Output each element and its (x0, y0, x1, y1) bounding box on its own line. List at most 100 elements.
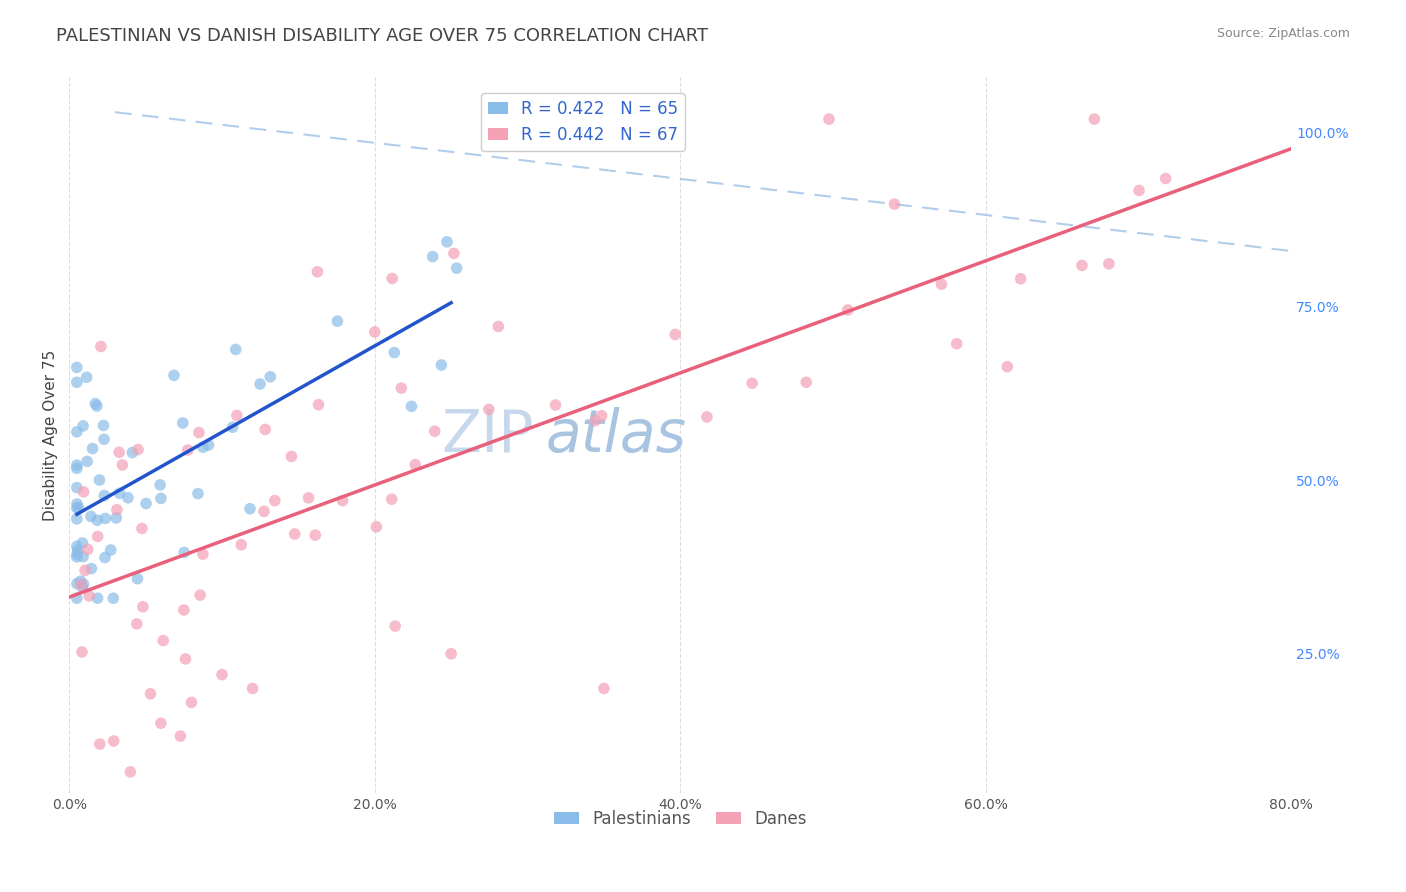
Point (837, 303, 859, 318)
Point (66, 500, 89, 515)
Point (72, 549, 94, 564)
Point (1128, 184, 1150, 198)
Point (84, 396, 107, 410)
Point (382, 345, 405, 359)
Point (93, 418, 115, 433)
Text: atlas: atlas (546, 407, 688, 464)
Point (1010, 271, 1032, 285)
Point (163, 368, 186, 383)
Point (152, 633, 174, 648)
Point (818, 112, 841, 127)
Point (69, 574, 91, 589)
Point (66, 543, 89, 558)
Point (67, 500, 90, 515)
Point (82, 442, 104, 456)
Point (66, 481, 89, 495)
Point (93, 488, 115, 502)
Point (253, 504, 276, 518)
Point (254, 422, 277, 436)
Point (211, 667, 233, 681)
Point (486, 319, 509, 334)
Point (225, 343, 247, 357)
Point (105, 503, 128, 517)
Point (70, 577, 93, 591)
Point (86, 529, 108, 543)
Point (384, 619, 406, 633)
Point (103, 591, 125, 606)
Point (187, 486, 209, 500)
Point (72, 484, 94, 499)
Point (76, 454, 98, 468)
Point (121, 445, 143, 459)
Point (108, 486, 131, 500)
Point (436, 235, 458, 249)
Point (125, 616, 148, 631)
Point (173, 545, 195, 559)
Point (187, 425, 209, 440)
Text: Source: ZipAtlas.com: Source: ZipAtlas.com (1216, 27, 1350, 40)
Point (139, 687, 162, 701)
Point (741, 376, 763, 391)
Point (593, 681, 616, 696)
Point (225, 409, 247, 423)
Point (111, 458, 134, 472)
Point (221, 420, 243, 434)
Point (249, 377, 271, 392)
Point (180, 695, 202, 709)
Point (66, 512, 89, 526)
Point (117, 491, 139, 505)
Point (381, 492, 404, 507)
Point (307, 265, 329, 279)
Point (173, 603, 195, 617)
Point (664, 327, 686, 342)
Point (77, 589, 100, 603)
Text: ZIP: ZIP (441, 407, 534, 464)
Point (259, 369, 281, 384)
Point (883, 197, 905, 211)
Point (280, 450, 302, 464)
Point (72, 577, 94, 591)
Point (132, 599, 155, 614)
Point (446, 261, 468, 276)
Point (583, 414, 606, 428)
Point (149, 478, 172, 492)
Point (66, 591, 89, 606)
Point (105, 511, 128, 525)
Point (127, 442, 149, 457)
Point (478, 402, 501, 417)
Point (172, 416, 194, 430)
Point (366, 520, 388, 534)
Point (86, 399, 108, 413)
Point (242, 681, 264, 696)
Point (66, 461, 89, 475)
Point (135, 496, 157, 510)
Point (76, 542, 98, 557)
Point (66, 497, 89, 511)
Point (404, 458, 426, 472)
Point (94, 511, 117, 525)
Point (430, 358, 453, 372)
Point (108, 445, 131, 459)
Point (1098, 257, 1121, 271)
Point (86, 513, 108, 527)
Point (381, 271, 404, 285)
Point (174, 652, 197, 666)
Point (931, 277, 953, 292)
Point (591, 409, 613, 423)
Point (177, 443, 200, 458)
Point (72, 418, 94, 433)
Point (94, 550, 117, 565)
Point (66, 376, 89, 390)
Point (103, 734, 125, 748)
Point (364, 325, 387, 339)
Point (80, 561, 103, 575)
Point (239, 501, 262, 516)
Point (231, 538, 253, 552)
Point (72, 580, 94, 594)
Point (440, 647, 463, 661)
Point (188, 588, 211, 602)
Point (995, 359, 1018, 374)
Point (332, 493, 354, 508)
Point (131, 521, 153, 535)
Point (401, 400, 423, 414)
